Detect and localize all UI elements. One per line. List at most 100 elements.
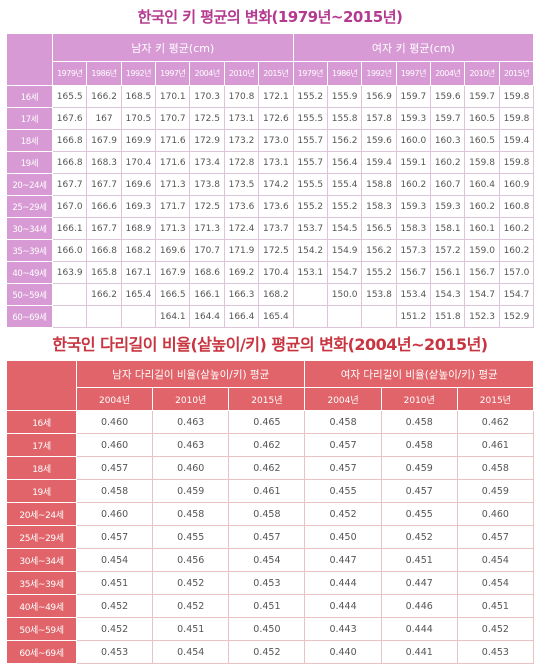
age-group-label: 18세 [6, 456, 77, 480]
female-value-cell: 0.461 [456, 433, 534, 457]
male-value-cell: 171.6 [155, 129, 191, 152]
male-value-cell: 0.452 [152, 594, 230, 618]
female-value-cell: 160.8 [498, 195, 535, 218]
female-value-cell: 0.454 [456, 548, 534, 572]
male-value-cell: 0.460 [152, 456, 230, 480]
male-value-cell: 164.1 [155, 305, 191, 328]
male-value-cell: 173.2 [223, 129, 260, 152]
female-value-cell: 154.9 [326, 239, 363, 262]
year-header: 1997년 [155, 61, 191, 86]
male-value-cell: 168.9 [120, 217, 157, 240]
female-value-cell: 153.8 [361, 283, 397, 306]
female-value-cell: 159.8 [498, 107, 535, 130]
female-value-cell: 0.452 [380, 525, 458, 549]
male-value-cell: 0.458 [152, 502, 230, 526]
age-group-label: 20세~24세 [6, 502, 77, 526]
female-value-cell: 155.7 [292, 129, 328, 152]
male-value-cell: 165.8 [86, 261, 122, 284]
female-value-cell: 160.1 [464, 217, 500, 240]
female-value-cell: 158.1 [430, 217, 466, 240]
male-value-cell: 171.3 [155, 217, 191, 240]
male-value-cell: 172.8 [223, 151, 260, 174]
year-header: 2015년 [228, 387, 306, 411]
table-row: 25~29세 167.0 166.6 169.3 171.7 172.5 173.6 173.… [6, 195, 535, 218]
female-value-cell: 159.3 [430, 195, 466, 218]
male-value-cell: 169.9 [120, 129, 157, 152]
male-value-cell: 166.4 [223, 305, 260, 328]
female-value-cell: 156.7 [395, 261, 432, 284]
male-value-cell: 0.463 [152, 433, 230, 457]
male-value-cell: 173.6 [223, 195, 260, 218]
female-value-cell: 0.459 [456, 479, 534, 503]
age-group-label: 35세~39세 [6, 571, 77, 595]
age-group-label: 18세 [6, 129, 53, 152]
female-value-cell: 155.2 [361, 261, 397, 284]
female-value-cell: 0.455 [304, 479, 382, 503]
male-value-cell: 172.5 [258, 239, 294, 262]
male-value-cell: 166.1 [189, 283, 225, 306]
male-value-cell: 0.457 [75, 525, 154, 549]
female-value-cell: 160.2 [498, 217, 535, 240]
female-value-cell: 160.4 [464, 173, 500, 196]
male-value-cell: 0.458 [228, 502, 306, 526]
male-value-cell: 0.463 [152, 410, 230, 434]
year-header: 2015년 [258, 61, 294, 86]
leg-ratio-table: 남자 다리길이 비율(샅높이/키) 평균 여자 다리길이 비율(샅높이/키) 평… [6, 360, 534, 664]
year-header: 2010년 [223, 61, 260, 86]
female-value-cell: 159.8 [498, 85, 535, 108]
male-value-cell: 173.1 [258, 151, 294, 174]
table-row: 17세 0.460 0.463 0.462 0.457 0.458 0.461 [6, 433, 534, 457]
female-value-cell: 159.4 [498, 129, 535, 152]
table-row: 35세~39세 0.451 0.452 0.453 0.444 0.447 0.454 [6, 571, 534, 595]
male-value-cell: 0.451 [75, 571, 154, 595]
male-value-cell: 166.2 [86, 283, 122, 306]
male-value-cell: 0.460 [75, 410, 154, 434]
year-header: 2010년 [380, 387, 458, 411]
age-group-label: 19세 [6, 479, 77, 503]
age-group-label: 25세~29세 [6, 525, 77, 549]
age-group-label: 19세 [6, 151, 53, 174]
table-row: 25세~29세 0.457 0.455 0.457 0.450 0.452 0.457 [6, 525, 534, 549]
table-row: 50~59세 166.2 165.4 166.5 166.1 166.3 168.2 150.… [6, 283, 535, 306]
female-value-cell: 0.452 [456, 617, 534, 641]
female-value-cell [292, 305, 328, 328]
female-value-cell: 159.6 [361, 129, 397, 152]
male-value-cell: 0.450 [228, 617, 306, 641]
female-value-cell: 155.9 [326, 85, 363, 108]
female-value-cell: 159.7 [430, 107, 466, 130]
table-row: 50세~59세 0.452 0.451 0.450 0.443 0.444 0.452 [6, 617, 534, 641]
table-row: 16세 0.460 0.463 0.465 0.458 0.458 0.462 [6, 410, 534, 434]
male-value-cell: 0.454 [75, 548, 154, 572]
female-value-cell: 156.7 [464, 261, 500, 284]
year-header-row: 1979년 1986년 1992년 1997년 2004년 2010년 2015년 1979년… [7, 61, 535, 86]
year-header: 2004년 [189, 61, 225, 86]
female-value-cell: 154.7 [464, 283, 500, 306]
male-value-cell [51, 283, 88, 306]
age-group-label: 30~34세 [6, 217, 53, 240]
female-value-cell: 0.457 [304, 433, 382, 457]
male-value-cell: 170.4 [258, 261, 294, 284]
female-value-cell: 159.3 [395, 107, 432, 130]
male-value-cell: 168.3 [86, 151, 122, 174]
male-value-cell: 166.1 [51, 217, 88, 240]
leg-ratio-table-body: 16세 0.460 0.463 0.465 0.458 0.458 0.462 17세 0.46… [6, 410, 534, 664]
female-value-cell: 0.451 [456, 594, 534, 618]
female-value-cell: 160.2 [498, 239, 535, 262]
year-header: 1979년 [51, 61, 88, 86]
male-value-cell: 173.7 [258, 217, 294, 240]
male-value-cell: 0.452 [152, 571, 230, 595]
male-value-cell: 167.9 [155, 261, 191, 284]
table-row: 40~49세 163.9 165.8 167.1 167.9 168.6 169.2 170.… [6, 261, 535, 284]
male-value-cell: 171.6 [155, 151, 191, 174]
male-value-cell: 170.8 [223, 85, 260, 108]
female-value-cell: 155.2 [292, 195, 328, 218]
female-value-cell: 0.444 [380, 617, 458, 641]
female-value-cell [361, 305, 397, 328]
female-value-cell: 155.4 [326, 173, 363, 196]
year-header: 1979년 [292, 61, 328, 86]
male-value-cell: 174.2 [258, 173, 294, 196]
male-value-cell: 0.452 [75, 617, 154, 641]
male-value-cell: 164.4 [189, 305, 225, 328]
male-value-cell: 169.6 [120, 173, 157, 196]
male-value-cell: 172.1 [258, 85, 294, 108]
